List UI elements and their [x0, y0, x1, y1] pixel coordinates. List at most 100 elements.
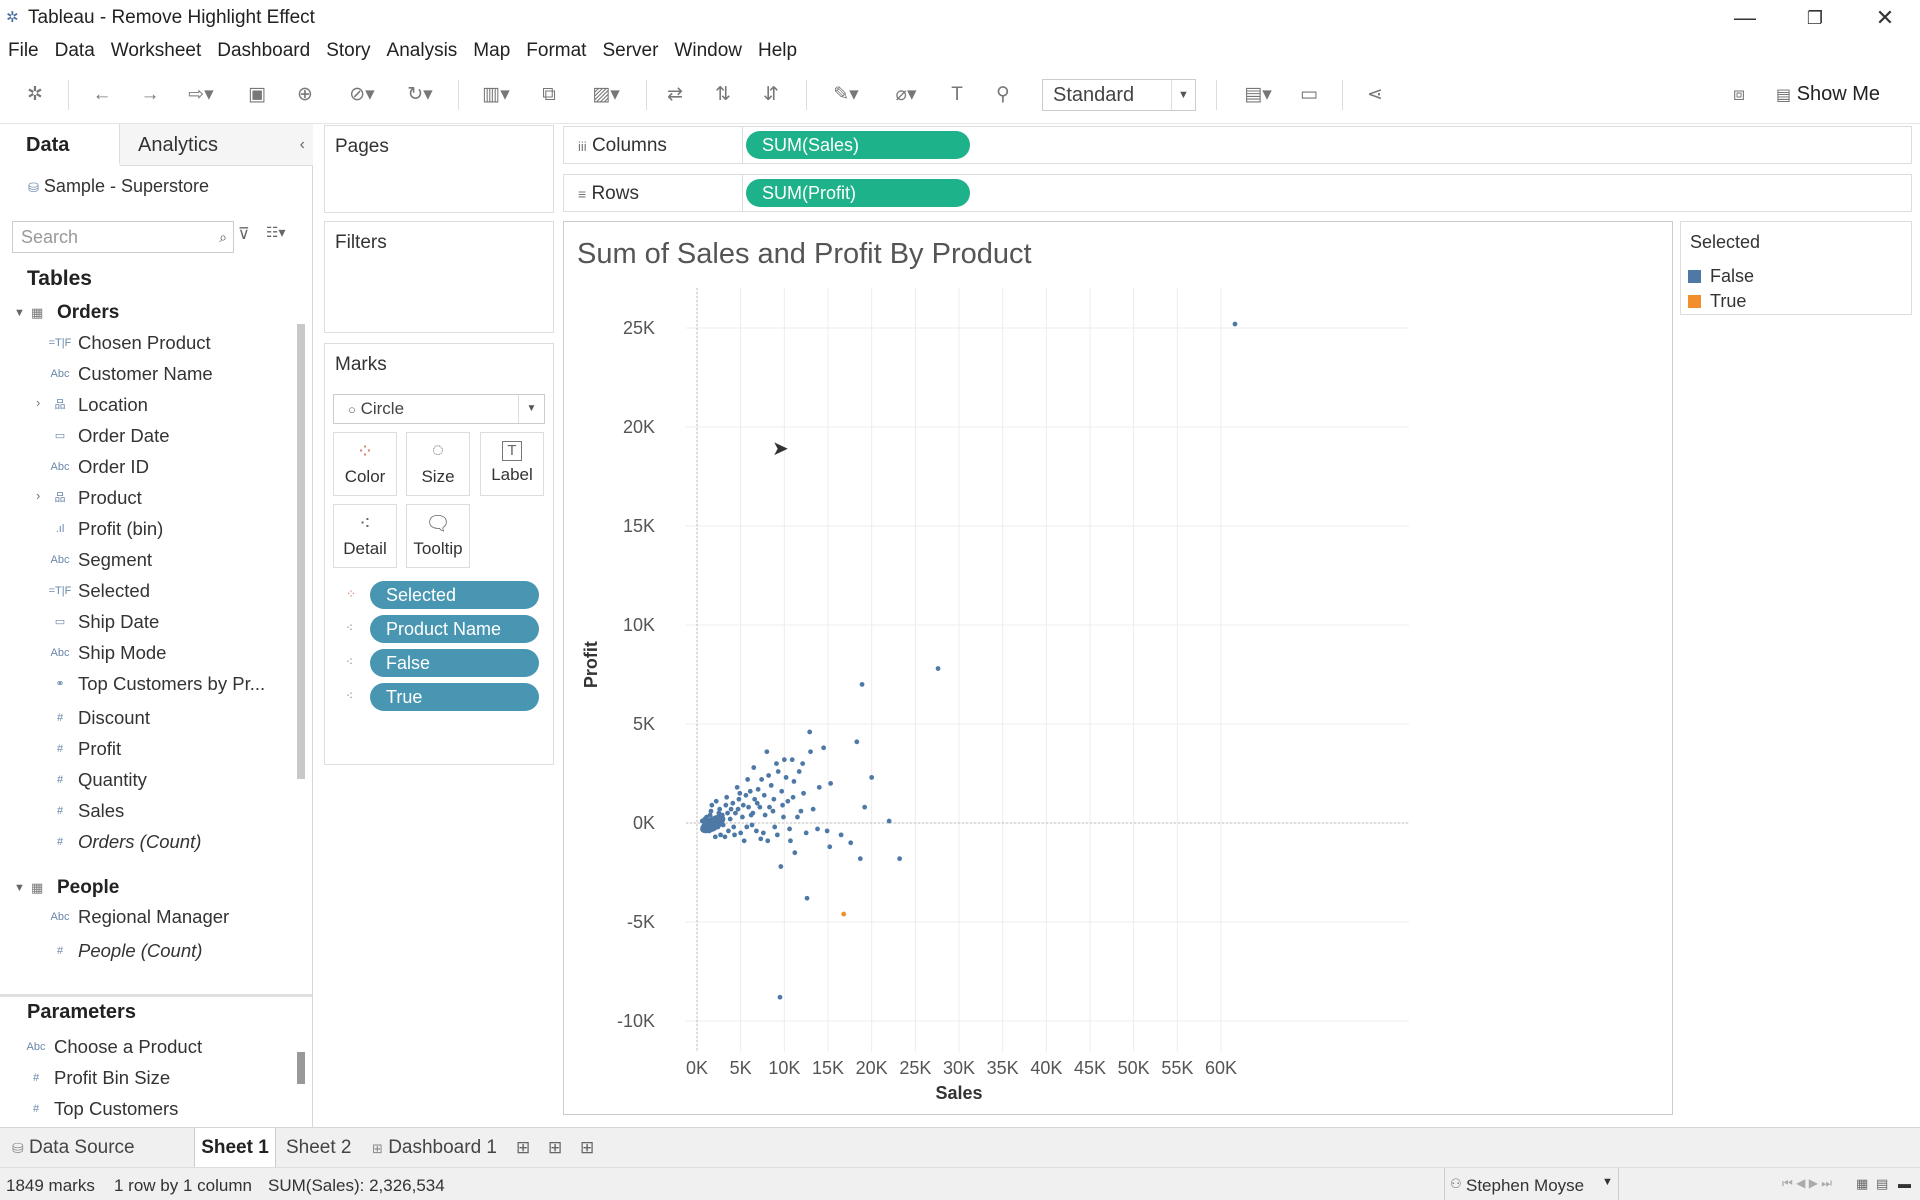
fit-select[interactable]: Standard ▼	[1042, 79, 1196, 111]
tab-data[interactable]: Data	[0, 124, 120, 166]
data-point-false[interactable]	[725, 810, 730, 816]
data-point-false[interactable]	[704, 814, 710, 820]
data-point-false[interactable]	[727, 816, 733, 822]
data-point-false[interactable]	[743, 792, 749, 798]
data-point-false[interactable]	[754, 800, 760, 806]
data-point-false[interactable]	[719, 812, 725, 818]
data-point-false[interactable]	[737, 790, 743, 796]
menu-format[interactable]: Format	[526, 40, 587, 61]
data-point-false[interactable]	[749, 822, 755, 828]
sort-ascending-icon[interactable]: ⇅	[715, 84, 731, 105]
menu-story[interactable]: Story	[326, 40, 371, 61]
data-point-false[interactable]	[766, 773, 772, 778]
data-point-false[interactable]	[767, 804, 772, 810]
new-story-icon[interactable]: ⊞	[580, 1138, 595, 1157]
legend-item-false[interactable]: False	[1688, 266, 1754, 287]
data-point-false[interactable]	[711, 826, 716, 832]
tab-analytics[interactable]: Analytics ‹	[120, 124, 313, 166]
expand-chevron-icon[interactable]: ›	[36, 488, 41, 503]
menu-dashboard[interactable]: Dashboard	[217, 40, 311, 61]
detail-button[interactable]: ⁖ Detail	[333, 504, 397, 568]
data-point-false[interactable]	[722, 834, 728, 840]
rows-pill-sum-profit[interactable]: SUM(Profit)	[746, 179, 970, 207]
data-point-false[interactable]	[765, 838, 771, 844]
data-point-false[interactable]	[772, 824, 778, 830]
data-point-false[interactable]	[796, 769, 802, 774]
data-point-false[interactable]	[731, 824, 737, 830]
data-point-false[interactable]	[774, 832, 780, 838]
menu-analysis[interactable]: Analysis	[386, 40, 458, 61]
data-point-false[interactable]	[935, 666, 941, 671]
data-point-false[interactable]	[862, 804, 868, 810]
columns-shelf[interactable]: iii Columns SUM(Sales)	[563, 126, 1912, 164]
data-point-false[interactable]	[755, 786, 761, 792]
view-options-icon[interactable]: ☷▾	[266, 224, 286, 240]
refresh-icon[interactable]: ↻▾	[407, 84, 433, 105]
menu-file[interactable]: File	[8, 40, 39, 61]
label-button[interactable]: T Label	[480, 432, 544, 496]
minimize-button[interactable]: —	[1734, 5, 1756, 30]
data-point-false[interactable]	[735, 806, 741, 812]
data-point-false[interactable]	[771, 796, 777, 802]
data-point-true[interactable]	[841, 911, 847, 917]
tab-sheet-1[interactable]: Sheet 1	[194, 1128, 276, 1168]
new-dashboard-icon[interactable]: ⊞	[548, 1138, 563, 1157]
data-point-false[interactable]	[732, 832, 737, 838]
data-point-false[interactable]	[745, 777, 751, 782]
tableau-home-icon[interactable]: ✲	[27, 84, 43, 105]
filter-fields-icon[interactable]: ⊽	[238, 226, 250, 243]
size-button[interactable]: ◌ Size	[406, 432, 470, 496]
marks-pill-product-name[interactable]: Product Name	[370, 615, 539, 643]
data-point-false[interactable]	[827, 844, 833, 850]
data-point-false[interactable]	[726, 828, 731, 834]
clear-sheet-icon[interactable]: ▨▾	[592, 84, 620, 105]
data-point-false[interactable]	[785, 798, 791, 804]
legend-item-true[interactable]: True	[1688, 291, 1746, 312]
data-point-false[interactable]	[752, 796, 758, 802]
data-point-false[interactable]	[728, 806, 734, 812]
data-point-false[interactable]	[713, 798, 719, 804]
data-point-false[interactable]	[733, 810, 738, 816]
data-point-false[interactable]	[746, 804, 751, 810]
pane-divider[interactable]	[0, 994, 312, 997]
data-point-false[interactable]	[701, 824, 707, 830]
data-point-false[interactable]	[815, 826, 820, 832]
data-point-false[interactable]	[712, 818, 717, 824]
data-point-false[interactable]	[779, 788, 785, 794]
data-point-false[interactable]	[720, 822, 726, 828]
data-point-false[interactable]	[760, 830, 766, 836]
fields-scrollbar[interactable]	[297, 324, 305, 779]
data-point-false[interactable]	[792, 850, 798, 856]
data-point-false[interactable]	[706, 828, 712, 834]
show-me-button[interactable]: ▤ Show Me	[1776, 80, 1880, 110]
undo-icon[interactable]: ←	[92, 84, 112, 105]
data-point-false[interactable]	[808, 749, 813, 755]
data-point-false[interactable]	[718, 832, 723, 838]
data-point-false[interactable]	[788, 838, 793, 844]
new-worksheet-icon[interactable]: ⊞	[516, 1138, 531, 1157]
data-point-false[interactable]	[810, 806, 816, 812]
data-point-false[interactable]	[859, 682, 865, 687]
data-point-false[interactable]	[778, 864, 784, 869]
data-point-false[interactable]	[781, 814, 786, 820]
data-point-false[interactable]	[824, 828, 830, 834]
redo-icon[interactable]: →	[140, 84, 160, 105]
swap-rows-columns-icon[interactable]: ⇄	[667, 84, 683, 105]
data-point-false[interactable]	[848, 840, 854, 846]
data-point-false[interactable]	[838, 832, 844, 838]
fix-axes-icon[interactable]: ⚲	[996, 84, 1010, 105]
tab-dashboard-1[interactable]: ⊞ Dashboard 1	[372, 1128, 497, 1168]
mark-type-select[interactable]: ○ Circle ▼	[333, 394, 545, 424]
tabs-view-icon[interactable]: ▬	[1898, 1176, 1911, 1191]
color-button[interactable]: ⁘ Color	[333, 432, 397, 496]
collapse-orders-icon[interactable]: ▼	[14, 307, 25, 319]
data-point-false[interactable]	[744, 824, 750, 830]
data-point-false[interactable]	[803, 830, 809, 836]
data-point-false[interactable]	[712, 834, 718, 840]
highlight-icon[interactable]: ✎▾	[833, 84, 859, 105]
pages-card[interactable]: Pages	[324, 125, 554, 213]
data-point-false[interactable]	[897, 856, 903, 862]
search-input[interactable]: Search ⌕	[12, 221, 234, 253]
data-point-false[interactable]	[740, 814, 745, 820]
data-point-false[interactable]	[723, 802, 729, 808]
